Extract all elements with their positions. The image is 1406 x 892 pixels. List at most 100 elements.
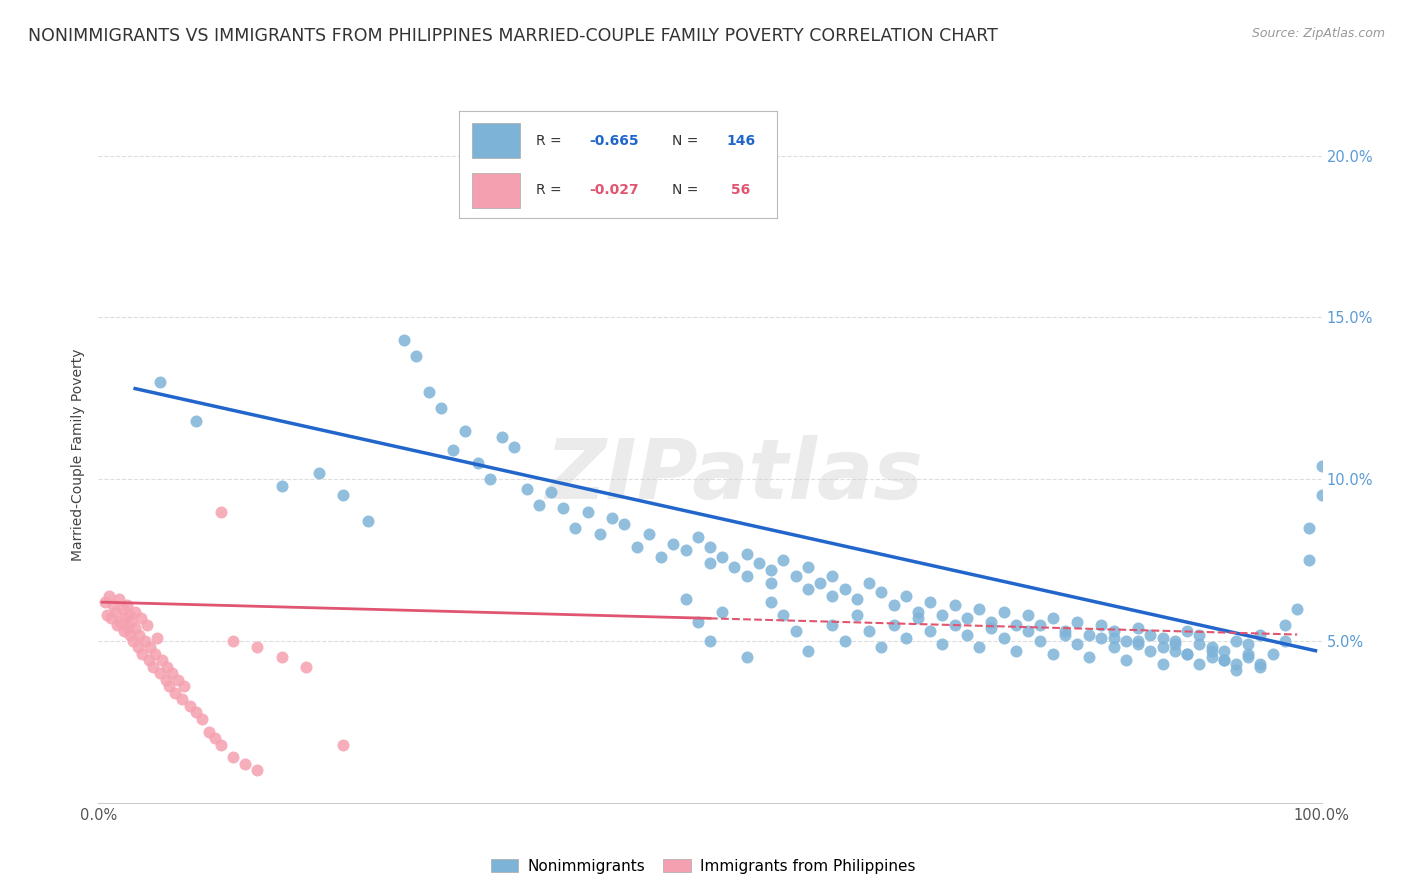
Point bbox=[209, 504, 232, 518]
Point bbox=[93, 595, 115, 609]
Point bbox=[686, 615, 709, 629]
Point bbox=[1237, 650, 1260, 665]
Point bbox=[115, 599, 138, 613]
Point bbox=[1102, 624, 1125, 639]
Text: -0.027: -0.027 bbox=[589, 184, 640, 197]
Point bbox=[131, 647, 153, 661]
Point bbox=[993, 631, 1015, 645]
Point bbox=[1102, 631, 1125, 645]
Point bbox=[142, 660, 165, 674]
Point bbox=[675, 543, 697, 558]
Point bbox=[134, 634, 156, 648]
Point bbox=[1042, 647, 1064, 661]
Point bbox=[1212, 653, 1234, 667]
Point bbox=[1188, 627, 1211, 641]
Point bbox=[699, 557, 721, 571]
Point bbox=[1139, 627, 1161, 641]
Point bbox=[467, 456, 489, 470]
Point bbox=[699, 634, 721, 648]
Point bbox=[907, 611, 929, 625]
Point bbox=[1237, 637, 1260, 651]
Point bbox=[143, 647, 166, 661]
Point bbox=[191, 712, 214, 726]
Point bbox=[821, 617, 844, 632]
Point bbox=[920, 624, 942, 639]
Point bbox=[1078, 650, 1101, 665]
Point bbox=[613, 517, 636, 532]
Point bbox=[553, 501, 575, 516]
Y-axis label: Married-Couple Family Poverty: Married-Couple Family Poverty bbox=[72, 349, 86, 561]
Point bbox=[96, 608, 118, 623]
Point bbox=[1164, 634, 1187, 648]
Point bbox=[1175, 624, 1198, 639]
Point bbox=[392, 333, 416, 347]
Text: 146: 146 bbox=[727, 134, 755, 148]
Text: N =: N = bbox=[672, 184, 703, 197]
Point bbox=[638, 527, 661, 541]
Point bbox=[173, 679, 195, 693]
Point bbox=[1201, 650, 1223, 665]
Point bbox=[108, 591, 131, 606]
Point bbox=[418, 384, 440, 399]
Point bbox=[1310, 459, 1333, 474]
Point bbox=[1225, 634, 1247, 648]
Point bbox=[845, 608, 868, 623]
Point bbox=[600, 511, 623, 525]
Point bbox=[146, 631, 169, 645]
Point bbox=[1249, 657, 1271, 671]
Point bbox=[564, 521, 586, 535]
Point bbox=[761, 563, 783, 577]
Point bbox=[527, 498, 550, 512]
Point bbox=[808, 575, 831, 590]
Point bbox=[233, 756, 256, 771]
Point bbox=[576, 504, 599, 518]
Point bbox=[589, 527, 612, 541]
Point bbox=[101, 599, 124, 613]
Point bbox=[114, 611, 136, 625]
Point bbox=[797, 559, 820, 574]
Point bbox=[834, 582, 856, 597]
Point bbox=[943, 617, 966, 632]
Point bbox=[332, 488, 354, 502]
Point bbox=[772, 608, 794, 623]
Point bbox=[907, 605, 929, 619]
Point bbox=[1274, 617, 1296, 632]
Point bbox=[270, 478, 294, 492]
Point bbox=[170, 692, 193, 706]
Point bbox=[127, 640, 149, 655]
Point bbox=[1053, 627, 1076, 641]
Point bbox=[1152, 631, 1174, 645]
Point bbox=[1188, 637, 1211, 651]
Point bbox=[138, 653, 160, 667]
Point bbox=[931, 608, 953, 623]
Point bbox=[785, 569, 807, 583]
Point bbox=[160, 666, 183, 681]
Point bbox=[735, 650, 758, 665]
Point bbox=[124, 605, 146, 619]
Point bbox=[246, 640, 269, 655]
Point bbox=[1066, 637, 1088, 651]
Point bbox=[1164, 637, 1187, 651]
Point bbox=[797, 643, 820, 657]
Point bbox=[121, 634, 143, 648]
Point bbox=[797, 582, 820, 597]
Point bbox=[491, 430, 513, 444]
Point bbox=[1115, 653, 1137, 667]
Point bbox=[1164, 643, 1187, 657]
Point bbox=[1310, 488, 1333, 502]
Point bbox=[761, 575, 783, 590]
Point bbox=[155, 673, 177, 687]
Point bbox=[179, 698, 201, 713]
FancyBboxPatch shape bbox=[472, 123, 520, 158]
Point bbox=[858, 575, 880, 590]
Point bbox=[356, 514, 378, 528]
Point bbox=[650, 549, 672, 564]
Point bbox=[478, 472, 501, 486]
Point bbox=[785, 624, 807, 639]
Point bbox=[1261, 647, 1284, 661]
Point bbox=[1201, 640, 1223, 655]
Point bbox=[834, 634, 856, 648]
Point bbox=[967, 640, 990, 655]
Text: -0.665: -0.665 bbox=[589, 134, 640, 148]
Point bbox=[139, 640, 162, 655]
